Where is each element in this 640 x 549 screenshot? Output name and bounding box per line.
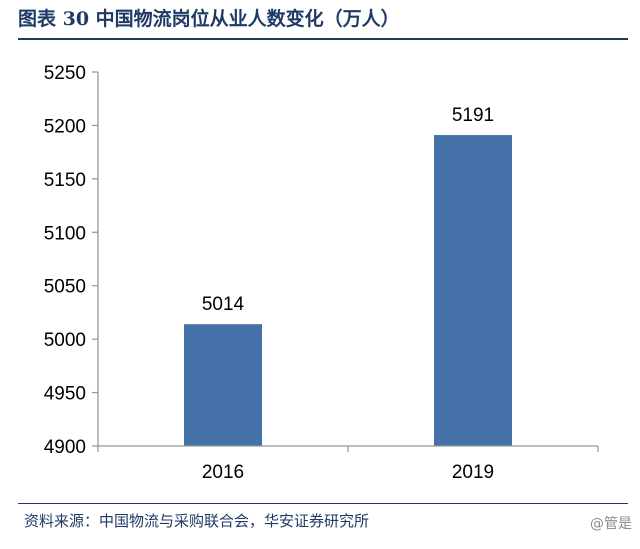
watermark: @管是 bbox=[590, 516, 632, 532]
x-tick-label-2019: 2019 bbox=[452, 462, 494, 483]
y-tick-label: 4900 bbox=[44, 437, 86, 458]
figure-title: 图表 30 中国物流岗位从业人数变化（万人） bbox=[18, 8, 400, 30]
source-note: 资料来源：中国物流与采购联合会，华安证券研究所 bbox=[24, 512, 370, 530]
bar-2019 bbox=[434, 135, 512, 446]
data-label-2019: 5191 bbox=[452, 105, 494, 126]
y-tick-label: 5000 bbox=[44, 330, 86, 351]
bar-series: 5014 5191 bbox=[184, 105, 512, 446]
x-tick-label-2016: 2016 bbox=[202, 462, 244, 483]
y-tick-label: 4950 bbox=[44, 384, 86, 405]
y-tick-label: 5250 bbox=[44, 63, 86, 84]
source-rule bbox=[18, 503, 628, 504]
bar-2016 bbox=[184, 324, 262, 446]
data-label-2016: 5014 bbox=[202, 294, 245, 315]
title-rule bbox=[18, 38, 628, 40]
y-tick-label: 5150 bbox=[44, 170, 86, 191]
y-tick-label: 5050 bbox=[44, 277, 86, 298]
x-axis-ticks: 2016 2019 bbox=[97, 446, 599, 483]
y-axis-ticks: 4900 4950 5000 5050 5100 5150 5200 5250 bbox=[44, 63, 98, 458]
y-tick-label: 5200 bbox=[44, 116, 86, 137]
y-tick-label: 5100 bbox=[44, 223, 86, 244]
